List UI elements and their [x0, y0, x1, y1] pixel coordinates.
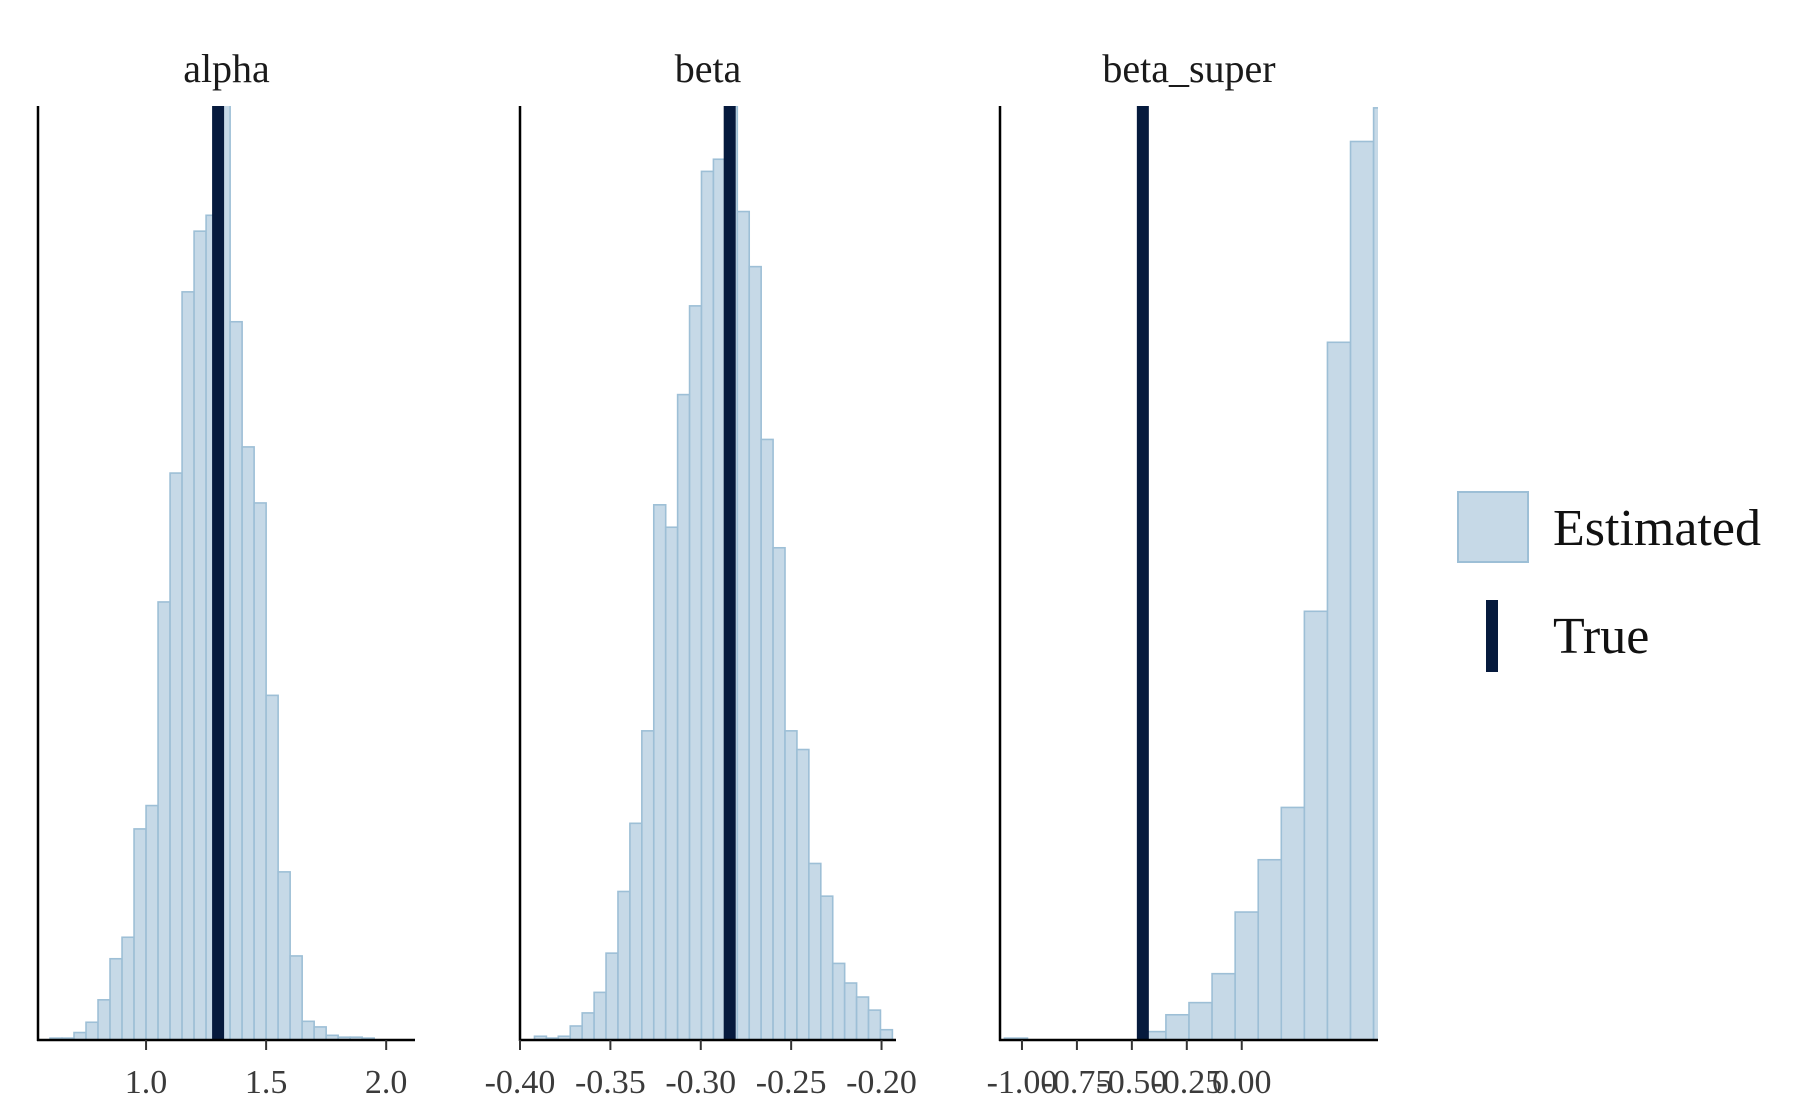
histogram-bar: [133, 828, 147, 1040]
histogram-bar: [1443, 343, 1466, 1040]
histogram-bar: [748, 265, 762, 1040]
histogram-bar: [736, 210, 751, 1040]
histogram-bar: [1558, 1017, 1581, 1040]
histogram-bar: [1512, 917, 1535, 1040]
histogram-bar: [1257, 858, 1283, 1040]
histogram-bar: [97, 999, 111, 1040]
histogram-bars: [533, 106, 894, 1040]
histogram-bar: [629, 822, 643, 1040]
histogram-bar: [652, 504, 667, 1040]
histogram-bar: [181, 291, 195, 1040]
legend-swatch-estimated: [1457, 491, 1529, 563]
histogram-bar: [569, 1025, 583, 1040]
panel-title: beta_super: [1102, 46, 1275, 91]
histogram-bar: [1466, 514, 1489, 1040]
true-value-line: [212, 106, 225, 1040]
x-tick-label: -0.25: [1151, 1064, 1222, 1101]
histogram-bar: [289, 955, 303, 1040]
x-tick-label: 1.0: [125, 1064, 168, 1101]
histogram-bar: [1280, 806, 1306, 1040]
x-tick-label: 2.0: [365, 1064, 408, 1101]
x-tick-label: -1.00: [987, 1064, 1058, 1101]
histogram-bar: [593, 991, 607, 1040]
histogram-bar: [879, 1028, 894, 1040]
x-tick-label: -0.50: [1096, 1064, 1167, 1101]
histogram-bar: [241, 446, 255, 1040]
histogram-bar: [1349, 140, 1375, 1040]
legend-label-true: True: [1553, 608, 1649, 665]
histogram-bar: [193, 230, 207, 1040]
histogram-bar: [157, 601, 171, 1040]
x-tick-label: 1.5: [245, 1064, 288, 1101]
histogram-bar: [301, 1020, 315, 1040]
histogram-bars: [49, 106, 375, 1040]
histogram-bar: [772, 546, 786, 1040]
histogram-bar: [313, 1026, 327, 1040]
histogram-bar: [1234, 911, 1260, 1040]
histogram-bar: [1627, 1036, 1650, 1040]
x-tick-label: -0.75: [1042, 1064, 1113, 1101]
x-tick-label: -0.35: [575, 1064, 646, 1101]
legend-label-estimated: Estimated: [1553, 500, 1761, 557]
histogram-bar: [1420, 131, 1443, 1040]
histogram-bar: [1581, 1028, 1604, 1040]
histogram-bar: [109, 957, 123, 1040]
histogram-bar: [277, 871, 291, 1040]
histogram-bar: [229, 320, 243, 1040]
histogram-bar: [760, 438, 774, 1040]
histogram-bar: [1651, 1036, 1674, 1040]
histogram-bar: [1489, 695, 1512, 1040]
histogram-bar: [819, 895, 834, 1040]
histogram-bars: [1003, 107, 1674, 1040]
histogram-bar: [1303, 610, 1329, 1040]
panel-beta_super: beta_super -1.00-0.75-0.50-0.250.00: [987, 46, 1674, 1101]
histogram-bar: [1188, 1001, 1213, 1040]
histogram-bar: [843, 982, 858, 1040]
histogram-bar: [265, 694, 279, 1040]
histogram-bar: [1165, 1013, 1190, 1040]
histogram-bar: [605, 952, 619, 1040]
histogram-bar: [796, 748, 810, 1040]
true-value-line: [723, 106, 736, 1040]
histogram-bar: [1604, 1034, 1627, 1040]
histogram-bar: [676, 393, 691, 1040]
x-tick-label: 0.00: [1212, 1064, 1272, 1101]
panel-title: alpha: [183, 46, 270, 91]
histogram-bar: [85, 1021, 99, 1040]
legend-swatch-true: [1486, 600, 1498, 672]
histogram-bar: [855, 996, 870, 1040]
histogram-bar: [145, 804, 159, 1040]
histogram-bar: [121, 936, 135, 1040]
histogram-bar: [867, 1009, 882, 1040]
panel-beta: beta -0.40 -0.35 -0.30 -0.25 -0.20: [485, 46, 917, 1101]
histogram-bar: [664, 526, 679, 1040]
panel-alpha: alpha 1.0 1.5 2.0: [36, 46, 415, 1101]
histogram-bar: [712, 158, 727, 1040]
x-tick-label: -0.20: [846, 1064, 917, 1101]
histogram-bar: [1211, 972, 1236, 1040]
histogram-bar: [784, 730, 798, 1040]
true-value-line: [1136, 106, 1149, 1040]
histogram-bar: [1535, 970, 1558, 1040]
histogram-bar: [581, 1012, 595, 1040]
histogram-bar: [1326, 341, 1352, 1040]
histogram-bar: [641, 730, 655, 1040]
histogram-bar: [253, 502, 267, 1040]
x-tick-label: -0.30: [665, 1064, 736, 1101]
histogram-bar: [831, 962, 846, 1040]
x-tick-label: -0.40: [485, 1064, 556, 1101]
x-tick-label: -0.25: [756, 1064, 827, 1101]
histogram-bar: [688, 305, 703, 1040]
histogram-bar: [169, 472, 183, 1040]
histogram-bar: [1397, 144, 1420, 1040]
histogram-bar: [617, 890, 631, 1040]
legend: Estimated True: [1457, 491, 1761, 672]
histogram-bar: [700, 170, 715, 1040]
histogram-bar: [808, 862, 822, 1040]
histogram-bar: [1372, 107, 1378, 1040]
panel-title: beta: [675, 46, 742, 91]
